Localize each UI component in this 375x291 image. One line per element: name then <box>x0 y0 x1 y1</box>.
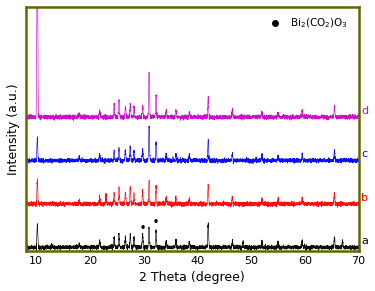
Legend: Bi$_2$(CO$_2$)O$_3$: Bi$_2$(CO$_2$)O$_3$ <box>263 15 350 32</box>
Text: •: • <box>153 217 159 227</box>
Text: •: • <box>140 223 146 233</box>
Text: a: a <box>361 236 368 246</box>
Y-axis label: Intensity (a.u.): Intensity (a.u.) <box>7 83 20 175</box>
Text: b: b <box>361 193 368 203</box>
Text: d: d <box>361 106 368 116</box>
X-axis label: 2 Theta (degree): 2 Theta (degree) <box>139 271 245 284</box>
Text: c: c <box>361 149 368 159</box>
